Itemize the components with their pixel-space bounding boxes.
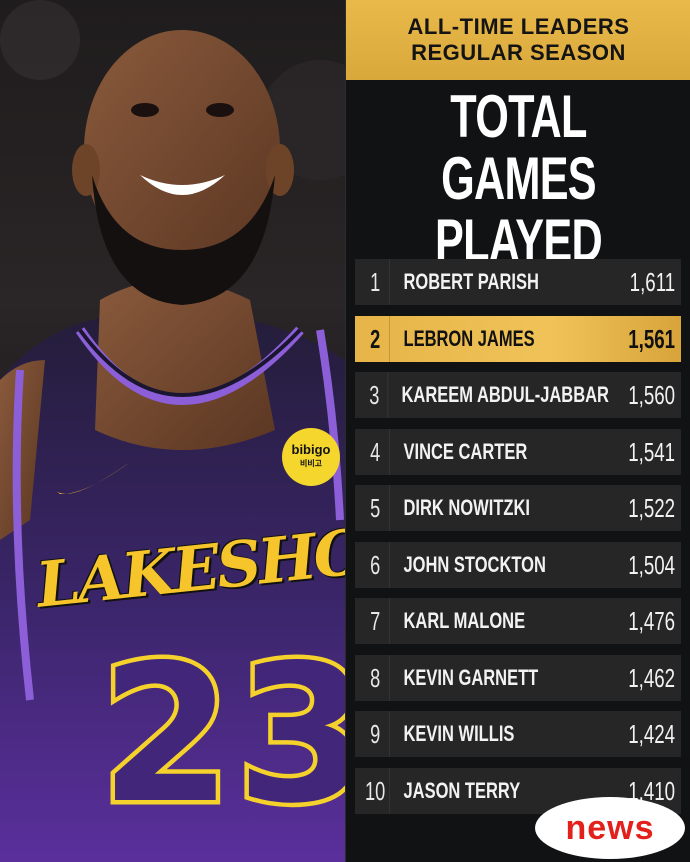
games-value: 1,462 [628,662,675,693]
games-value: 1,541 [628,436,675,467]
rank: 1 [361,259,390,305]
sponsor-patch: bibigo 비비고 [282,428,340,486]
rank: 10 [361,767,390,814]
header-line-1: ALL-TIME LEADERS [407,14,630,39]
player-illustration [0,0,345,862]
player-name: LEBRON JAMES [403,325,535,351]
header-line-2: REGULAR SEASON [411,40,626,65]
games-value: 1,504 [628,549,675,580]
player-name: KAREEM ABDUL-JABBAR [401,382,610,407]
leader-row: 3 KAREEM ABDUL-JABBAR 1,560 [355,372,681,418]
page-title: TOTAL GAMES PLAYED [346,86,690,272]
stats-panel: ALL-TIME LEADERS REGULAR SEASON TOTAL GA… [345,0,690,862]
rank: 8 [361,654,390,701]
leader-row: 7 KARL MALONE 1,476 [355,598,681,644]
leader-row: 4 VINCE CARTER 1,541 [355,428,681,475]
games-value: 1,611 [629,267,675,297]
leaders-list: 1 ROBERT PARISH 1,611 2 LEBRON JAMES 1,5… [355,259,681,824]
sponsor-name: bibigo [291,442,331,457]
rank: 9 [361,711,390,757]
rank: 6 [361,541,390,588]
games-value: 1,561 [628,323,675,354]
title-line-1: TOTAL [450,83,587,150]
player-photo: LAKESHOW 23 bibigo 비비고 [0,0,345,862]
player-name: ROBERT PARISH [403,269,539,294]
leader-row: 5 DIRK NOWITZKI 1,522 [355,485,681,531]
leader-row: 6 JOHN STOCKTON 1,504 [355,541,681,588]
player-name: KEVIN WILLIS [403,721,515,746]
title-line-2: GAMES PLAYED [435,145,603,274]
player-name: VINCE CARTER [403,438,528,464]
player-name: JOHN STOCKTON [403,551,546,577]
games-value: 1,424 [628,719,675,749]
games-value: 1,560 [628,380,675,410]
leader-row: 1 ROBERT PARISH 1,611 [355,259,681,305]
jersey-number: 23 [96,624,346,845]
rank: 3 [361,372,389,418]
games-value: 1,522 [628,493,675,523]
player-name: KARL MALONE [403,608,526,633]
player-name: JASON TERRY [403,777,521,803]
news-badge[interactable]: news [535,797,685,859]
player-name: KEVIN GARNETT [403,664,539,690]
leader-row: 9 KEVIN WILLIS 1,424 [355,711,681,757]
games-value: 1,476 [628,606,675,636]
leader-row: 8 KEVIN GARNETT 1,462 [355,654,681,701]
rank: 2 [361,315,390,362]
sponsor-sub: 비비고 [299,459,323,468]
header-band: ALL-TIME LEADERS REGULAR SEASON [346,0,690,80]
rank: 4 [361,428,390,475]
leader-row-highlight: 2 LEBRON JAMES 1,561 [355,315,681,362]
player-name: DIRK NOWITZKI [403,495,530,520]
rank: 5 [361,485,390,531]
rank: 7 [361,598,390,644]
